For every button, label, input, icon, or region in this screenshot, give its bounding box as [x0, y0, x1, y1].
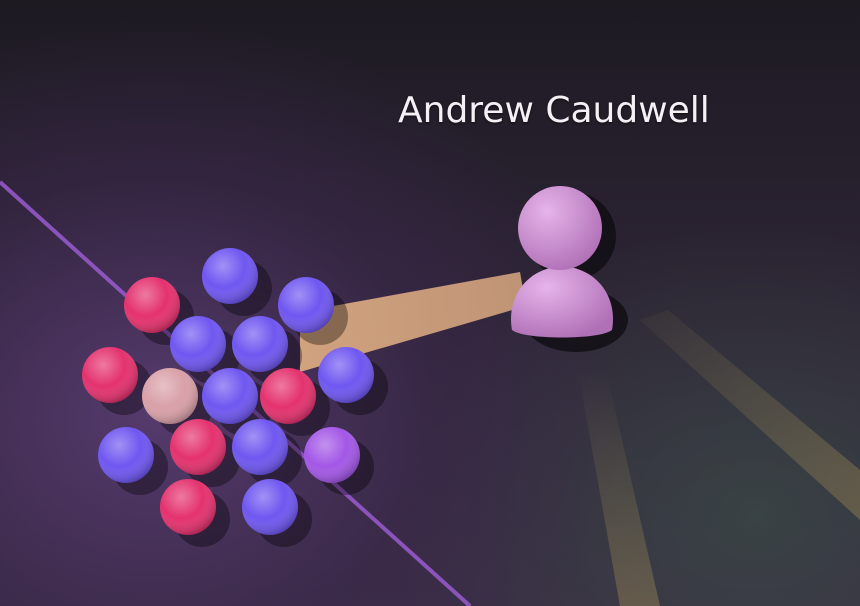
user-name-label: Andrew Caudwell [398, 90, 710, 131]
action-beam [300, 272, 526, 372]
file-node-highlight [160, 479, 216, 535]
faint-beam-2 [640, 310, 860, 520]
file-node-highlight [242, 479, 298, 535]
file-node-highlight [170, 419, 226, 475]
file-node-highlight [202, 368, 258, 424]
file-node-highlight [98, 427, 154, 483]
file-node-highlight [124, 277, 180, 333]
file-node-highlight [82, 347, 138, 403]
file-node-highlight [260, 368, 316, 424]
file-node-highlight [232, 419, 288, 475]
file-node-highlight [170, 316, 226, 372]
file-node-highlight [232, 316, 288, 372]
user-avatar [511, 186, 628, 352]
file-node-highlight [202, 248, 258, 304]
file-nodes [82, 248, 374, 535]
faint-beam-1 [578, 370, 660, 606]
file-node-highlight [318, 347, 374, 403]
file-node-highlight [278, 277, 334, 333]
file-node-highlight [304, 427, 360, 483]
file-node-highlight [142, 368, 198, 424]
